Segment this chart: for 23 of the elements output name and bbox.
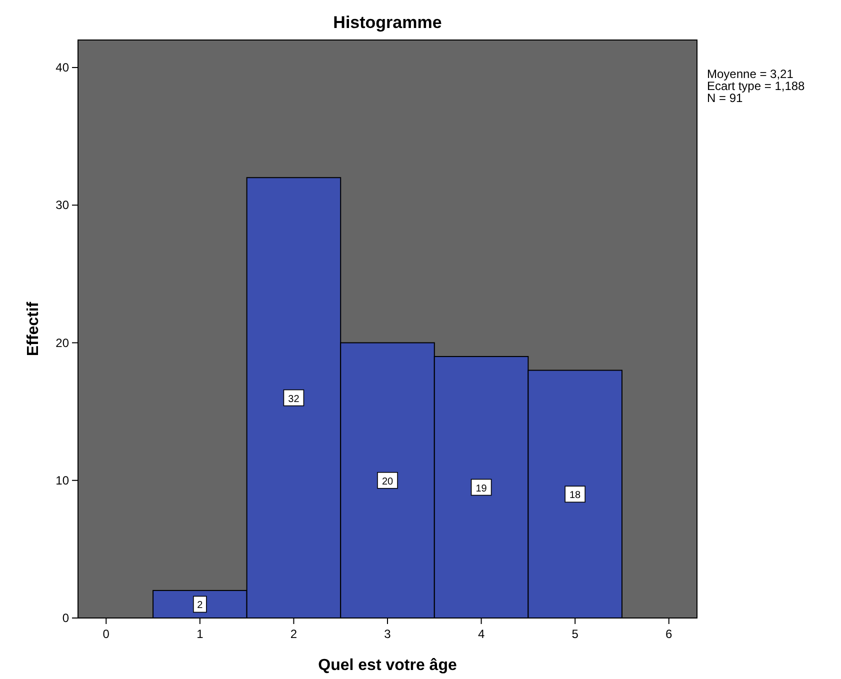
y-tick-label: 40 <box>56 60 70 75</box>
data-label: 20 <box>382 476 394 488</box>
x-tick-label: 6 <box>666 627 673 641</box>
y-tick-label: 30 <box>56 198 70 212</box>
x-tick-label: 1 <box>196 627 204 641</box>
y-tick-label: 0 <box>62 611 70 625</box>
data-label: 18 <box>570 490 582 502</box>
data-label: 2 <box>197 600 204 612</box>
text: Moyenne = 3,21 <box>707 67 794 81</box>
data-label: 32 <box>288 394 300 405</box>
text: Ecart type = 1,188 <box>707 79 806 93</box>
y-tick-label: 10 <box>56 473 70 488</box>
chart-title: Histogramme <box>333 13 442 32</box>
x-tick-label: 5 <box>572 627 579 641</box>
x-axis-title: Quel est votre âge <box>318 657 457 674</box>
y-tick-label: 20 <box>56 336 70 350</box>
x-tick-label: 2 <box>290 627 298 641</box>
data-label: 19 <box>476 483 488 494</box>
x-tick-label: 3 <box>384 627 392 641</box>
text: N = 91 <box>707 91 744 105</box>
x-tick-label: 4 <box>478 627 485 641</box>
x-tick-label: 0 <box>102 627 110 641</box>
y-axis-title: Effectif <box>25 301 42 356</box>
